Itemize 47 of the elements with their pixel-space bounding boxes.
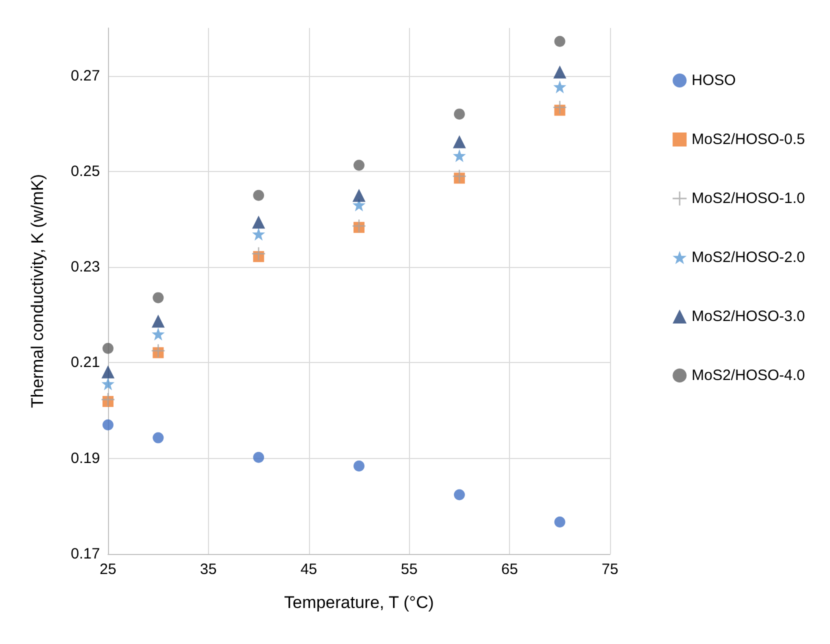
x-tick-label: 75 [602,561,618,578]
point [152,292,164,304]
point [553,80,566,94]
point [454,489,465,500]
x-axis-title: Temperature, T (°C) [284,593,434,612]
point [454,108,465,120]
point [253,190,264,201]
point [102,342,114,354]
point [102,419,114,430]
point [102,377,114,390]
point [352,188,366,202]
legend-label: MoS2/HOSO-0.5 [692,131,806,148]
legend-label: MoS2/HOSO-1.0 [692,190,806,207]
point [554,516,566,528]
x-tick-label: 55 [400,561,418,578]
point [452,170,466,183]
y-tick-label: 0.23 [70,258,100,276]
point [554,36,566,47]
x-tick-label: 45 [300,561,318,578]
point [354,160,364,171]
legend-label: MoS2/HOSO-4.0 [692,367,806,384]
point [452,135,466,148]
y-tick-label: 0.27 [70,67,100,84]
y-tick-label: 0.21 [70,354,100,372]
point [252,228,266,241]
point [152,432,164,444]
point [253,452,264,463]
legend-label: MoS2/HOSO-3.0 [692,308,806,325]
point [152,314,165,328]
y-axis-title: Thermal conductivity, K (w/mK) [28,174,47,408]
point [152,344,165,358]
point [252,216,266,229]
y-tick-label: 0.17 [70,546,100,562]
point [452,149,466,162]
y-tick-label: 0.25 [70,162,100,180]
point [553,100,566,114]
x-tick-label: 65 [501,561,518,578]
y-tick-label: 0.19 [70,450,100,467]
legend-label: HOSO [692,72,736,89]
point [102,365,114,378]
point [152,328,165,341]
x-tick-label: 25 [100,561,116,578]
point [252,247,266,260]
point [553,65,566,78]
x-tick-label: 35 [200,561,217,578]
point [354,460,364,472]
legend-label: MoS2/HOSO-2.0 [692,249,806,266]
